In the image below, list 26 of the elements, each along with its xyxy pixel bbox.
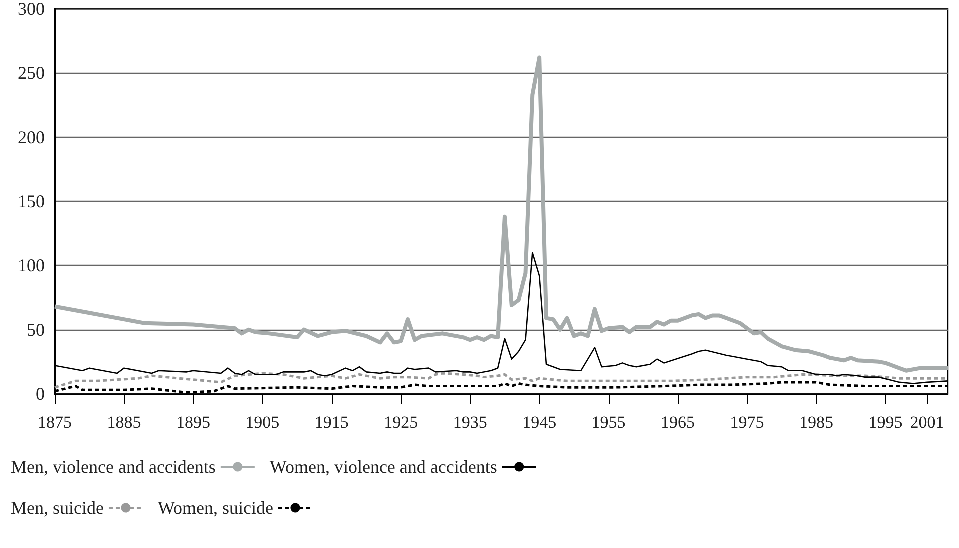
x-tick-label: 1935 — [453, 413, 488, 432]
x-tick-label: 1875 — [38, 413, 72, 432]
x-tick-label: 1905 — [246, 413, 280, 432]
x-tick-label: 1965 — [661, 413, 696, 432]
x-tick-label: 1885 — [107, 413, 142, 432]
legend-label: Women, violence and accidents — [270, 457, 498, 477]
y-tick-label: 200 — [18, 127, 45, 148]
x-tick-label: 1995 — [868, 413, 903, 432]
x-tick-label: 1925 — [384, 413, 418, 432]
x-tick-label: 2001 — [910, 413, 944, 432]
y-tick-label: 0 — [36, 384, 45, 404]
x-tick-label: 1985 — [799, 413, 834, 432]
legend-label: Women, suicide — [158, 498, 274, 518]
y-tick-label: 300 — [18, 0, 45, 19]
y-tick-label: 250 — [18, 63, 45, 84]
x-tick-label: 1945 — [522, 413, 557, 432]
legend-label: Men, violence and accidents — [10, 457, 216, 477]
y-tick-label: 50 — [27, 320, 45, 340]
x-tick-label: 1915 — [314, 413, 349, 432]
y-tick-label: 100 — [18, 256, 45, 276]
line-series — [53, 56, 950, 373]
y-tick-label: 150 — [18, 192, 45, 212]
x-tick-label: 1955 — [592, 413, 626, 432]
legend-label: Men, suicide — [10, 498, 104, 518]
x-tick-label: 1975 — [730, 413, 764, 432]
x-tick-label: 1895 — [176, 413, 210, 432]
